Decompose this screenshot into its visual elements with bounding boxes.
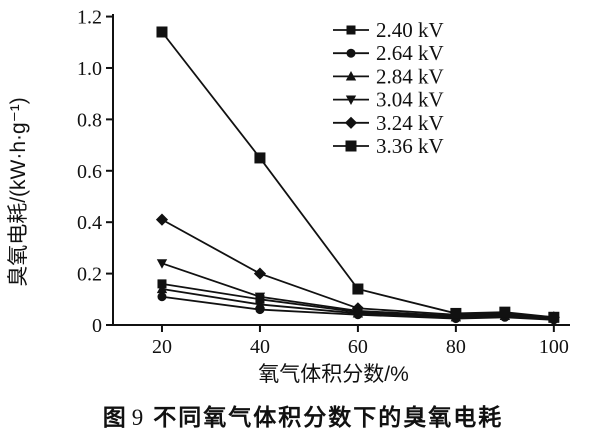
x-tick-label: 40 [250, 336, 270, 358]
square-large-marker [156, 26, 168, 38]
diamond-marker [253, 267, 267, 280]
y-tick-label: 0.2 [77, 264, 102, 286]
series-line-2-84-kv [161, 288, 554, 320]
axes [112, 14, 570, 326]
y-tick-label: 0.4 [77, 212, 102, 234]
diamond-marker [351, 302, 364, 315]
circle-marker [157, 292, 167, 302]
legend-entry-2-64-kv: 2.64 kV [333, 41, 444, 65]
legend-entry-3-24-kv: 3.24 kV [333, 111, 444, 135]
legend-label-3-04-kv: 3.04 kV [376, 88, 444, 112]
legend-entry-2-84-kv: 2.84 kV [333, 64, 444, 88]
x-tick-label: 80 [446, 336, 466, 358]
ozone-energy-consumption-chart: 0 0.2 0.4 0.6 0.8 1.0 1.2 20 40 60 80 100 氧气体积分数/% 臭氧… [7, 7, 570, 386]
triangle-up-marker [254, 299, 266, 309]
y-axis-ticks: 0 0.2 0.4 0.6 0.8 1.0 1.2 [77, 7, 113, 337]
triangle-down-marker [345, 95, 357, 105]
figure-caption: 图 9 不同氧气体积分数下的臭氧电耗 [0, 398, 606, 432]
diamond-marker [344, 116, 358, 129]
caption-figure-label: 图 [102, 404, 128, 430]
square-large-marker [548, 311, 560, 323]
legend-label-3-36-kv: 3.36 kV [376, 134, 444, 158]
x-axis-title: 氧气体积分数/% [258, 363, 409, 386]
triangle-down-marker [254, 292, 266, 303]
x-tick-label: 20 [152, 336, 172, 358]
y-tick-label: 0.8 [77, 109, 102, 131]
triangle-down-marker [156, 259, 168, 269]
triangle-up-marker [156, 283, 168, 294]
series-3-36-kv [156, 26, 560, 323]
square-large-marker [499, 306, 511, 318]
legend-entry-3-36-kv: 3.36 kV [333, 134, 444, 158]
x-axis-ticks: 20 40 60 80 100 [152, 325, 569, 358]
caption-figure-number: 9 [131, 405, 144, 430]
legend: 2.40 kV2.64 kV2.84 kV3.04 kV3.24 kV3.36 … [333, 18, 444, 158]
legend-label-2-40-kv: 2.40 kV [376, 18, 444, 42]
y-tick-label: 1.0 [77, 58, 102, 80]
series-line-3-24-kv [161, 218, 554, 319]
y-tick-label: 1.2 [77, 7, 102, 29]
square-large-marker [254, 152, 266, 164]
square-large-marker [352, 283, 364, 295]
square-large-marker [345, 140, 357, 152]
caption-title: 不同氧气体积分数下的臭氧电耗 [153, 404, 504, 430]
circle-marker [346, 48, 356, 58]
legend-label-2-64-kv: 2.64 kV [376, 41, 444, 65]
series-line-3-04-kv [161, 262, 554, 320]
legend-label-2-84-kv: 2.84 kV [376, 64, 444, 88]
y-axis-title: 臭氧电耗/(kW·h·g⁻¹) [7, 97, 30, 287]
legend-entry-3-04-kv: 3.04 kV [333, 88, 444, 112]
square-large-marker [450, 307, 462, 319]
triangle-up-marker [345, 71, 357, 81]
diamond-marker [155, 213, 169, 226]
y-tick-label: 0.6 [77, 161, 102, 183]
square-marker [346, 25, 356, 35]
series-line-2-64-kv [161, 295, 554, 321]
legend-entry-2-40-kv: 2.40 kV [333, 18, 444, 42]
x-tick-label: 60 [348, 336, 368, 358]
y-tick-label: 0 [92, 315, 102, 337]
x-tick-label: 100 [539, 336, 569, 358]
legend-label-3-24-kv: 3.24 kV [376, 111, 444, 135]
series-line-3-36-kv [161, 31, 554, 319]
axis-lines [112, 14, 570, 326]
series-3-24-kv [155, 213, 560, 324]
